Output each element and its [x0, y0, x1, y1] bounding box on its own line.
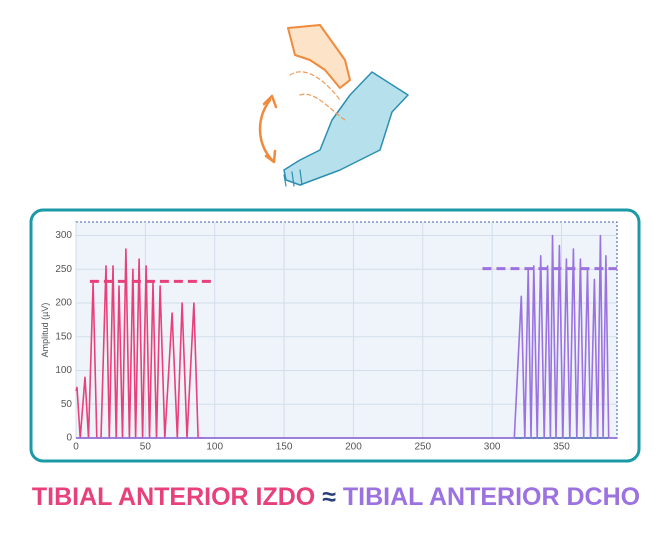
x-tick-label: 350 [553, 442, 570, 453]
x-tick-label: 100 [206, 442, 223, 453]
x-tick-label: 250 [414, 442, 431, 453]
arrow-heads [262, 94, 278, 164]
hand [287, 24, 351, 89]
x-tick-label: 50 [140, 442, 152, 453]
y-tick-label: 300 [55, 230, 72, 241]
foot [283, 71, 409, 186]
y-tick-label: 100 [55, 365, 72, 376]
toes [283, 169, 303, 187]
y-axis-label: Amplitud (µV) [40, 303, 50, 358]
legend-entry: TIBIAL ANTERIOR IZDO [32, 483, 315, 511]
x-tick-label: 150 [276, 442, 293, 453]
y-tick-label: 200 [55, 298, 72, 309]
illustration [258, 24, 409, 187]
motion-ghost [289, 71, 346, 121]
series-legend: TIBIAL ANTERIOR IZDO ≈ TIBIAL ANTERIOR D… [32, 483, 640, 511]
x-tick-label: 0 [73, 442, 79, 453]
x-tick-label: 200 [345, 442, 362, 453]
y-tick-label: 50 [61, 399, 73, 410]
series-line [75, 248, 204, 439]
y-tick-label: 250 [55, 264, 72, 275]
comparison-symbol: ≈ [322, 483, 336, 511]
y-tick-label: 150 [55, 331, 72, 342]
x-tick-label: 300 [484, 442, 501, 453]
legend-entry: TIBIAL ANTERIOR DCHO [343, 483, 640, 511]
y-tick-label: 0 [66, 433, 72, 444]
series-line [76, 234, 617, 439]
rotation-arrow [258, 98, 274, 162]
